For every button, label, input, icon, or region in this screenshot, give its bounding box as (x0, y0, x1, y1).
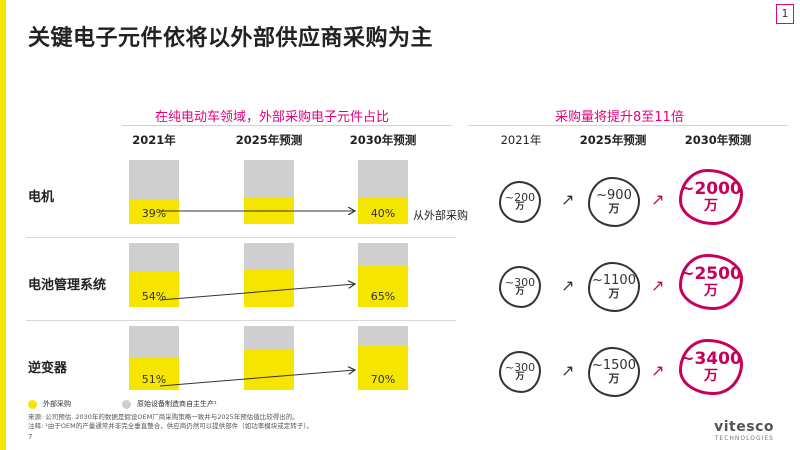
volume-value: ~900 (596, 188, 632, 204)
bar-motor-2030: 40% (358, 160, 408, 224)
bar-bms-2030: 65% (358, 243, 408, 307)
right-section-heading: 采购量将提升8至11倍 (555, 110, 684, 125)
legend-swatch-gray (122, 399, 131, 409)
legend-item-external: 外部采购 (28, 399, 71, 409)
volume-bubble-motor-2021: ~200 万 (499, 181, 541, 223)
row-label-inverter: 逆变器 (28, 361, 68, 376)
volume-bubble-motor-2025: ~900 万 (588, 177, 640, 227)
left-section-heading: 在纯电动车领域，外部采购电子元件占比 (155, 110, 390, 125)
arrow-up-right-icon: ↗ (561, 276, 575, 295)
volume-unit: 万 (608, 372, 620, 386)
volume-bubble-motor-2030: ~2000 万 (679, 169, 743, 225)
bar-bms-2021: 54% (129, 243, 179, 307)
bar-inverter-2025 (244, 326, 294, 390)
volume-unit: 万 (608, 202, 620, 216)
col-head-2025: 2025年预测 (235, 133, 303, 147)
arrow-up-right-icon: ↗ (651, 276, 665, 295)
bar-pct-label: 65% (370, 290, 396, 303)
col-head-right-2030: 2030年预测 (684, 133, 752, 147)
logo-name: vitesco (714, 419, 774, 435)
bar-fill-external (129, 272, 179, 307)
volume-unit: 万 (515, 372, 525, 383)
left-section-rule (122, 125, 452, 126)
arrow-up-right-icon: ↗ (651, 190, 665, 209)
accent-bar (0, 0, 6, 450)
col-head-right-2025: 2025年预测 (579, 133, 647, 147)
bar-inverter-2021: 51% (129, 326, 179, 390)
volume-unit: 万 (515, 287, 525, 298)
bar-fill-external (129, 199, 179, 224)
bar-fill-external (358, 345, 408, 390)
volume-bubble-inverter-2021: ~300 万 (499, 351, 541, 393)
arrow-up-right-icon: ↗ (651, 361, 665, 380)
bar-fill-external (129, 357, 179, 390)
company-logo: vitesco TECHNOLOGIES (714, 419, 774, 442)
bar-fill-external (244, 268, 294, 307)
volume-bubble-inverter-2025: ~1500 万 (588, 347, 640, 397)
row-label-motor: 电机 (28, 190, 55, 205)
bar-inverter-2030: 70% (358, 326, 408, 390)
bar-fill-external (244, 350, 294, 390)
bar-pct-label: 39% (141, 207, 167, 220)
footer-page-number: 7 (28, 433, 33, 441)
volume-value: ~2000 (680, 178, 742, 199)
trend-arrow-inverter (159, 370, 355, 387)
legend-swatch-yellow (28, 399, 37, 409)
volume-bubble-inverter-2030: ~3400 万 (679, 339, 743, 395)
right-section-rule (468, 125, 788, 126)
volume-bubble-bms-2025: ~1100 万 (588, 262, 640, 312)
volume-value: ~2500 (680, 263, 742, 284)
legend-item-oem: 原始设备制造商自主生产¹ (122, 399, 217, 409)
col-head-2030: 2030年预测 (349, 133, 417, 147)
bar-pct-label: 40% (370, 207, 396, 220)
arrow-up-right-icon: ↗ (561, 190, 575, 209)
bar-fill-external (358, 198, 408, 224)
bar-pct-label: 51% (141, 373, 167, 386)
col-head-2021: 2021年 (132, 133, 176, 147)
volume-unit: 万 (515, 202, 525, 213)
legend-label: 外部采购 (43, 400, 71, 408)
page-number: 1 (776, 4, 794, 24)
bar-motor-2021: 39% (129, 160, 179, 224)
volume-value: ~3400 (680, 348, 742, 369)
col-head-right-2021: 2021年 (500, 133, 542, 147)
bar-fill-external (358, 265, 408, 307)
volume-bubble-bms-2021: ~300 万 (499, 266, 541, 308)
volume-bubble-bms-2030: ~2500 万 (679, 254, 743, 310)
bar-bms-2025 (244, 243, 294, 307)
trend-arrow-bms (159, 284, 355, 301)
arrow-note-external: 从外部采购 (413, 209, 468, 222)
volume-unit: 万 (608, 287, 620, 301)
bar-pct-label: 70% (370, 373, 396, 386)
volume-value: ~1100 (592, 273, 636, 289)
row-separator (26, 320, 456, 321)
volume-unit: 万 (704, 282, 718, 299)
legend-label: 原始设备制造商自主生产¹ (137, 400, 217, 408)
volume-value: ~300 (504, 275, 536, 289)
row-separator (26, 237, 456, 238)
arrow-up-right-icon: ↗ (561, 361, 575, 380)
page-title: 关键电子元件依将以外部供应商采购为主 (28, 26, 434, 51)
logo-sub: TECHNOLOGIES (714, 435, 774, 442)
source-note: 来源: 公司预估. 2030年的数据是假设OEM厂商采购策略一致并与2025年预… (28, 413, 299, 421)
row-label-bms: 电池管理系统 (28, 278, 107, 293)
volume-unit: 万 (704, 197, 718, 214)
footnote: 注释: ¹由于OEM的产量通常并非完全垂直整合，供应商仍然可以提供部件（如功率模… (28, 422, 313, 430)
volume-unit: 万 (704, 367, 718, 384)
volume-value: ~300 (504, 360, 536, 374)
volume-value: ~200 (504, 190, 536, 204)
volume-value: ~1500 (592, 358, 636, 374)
